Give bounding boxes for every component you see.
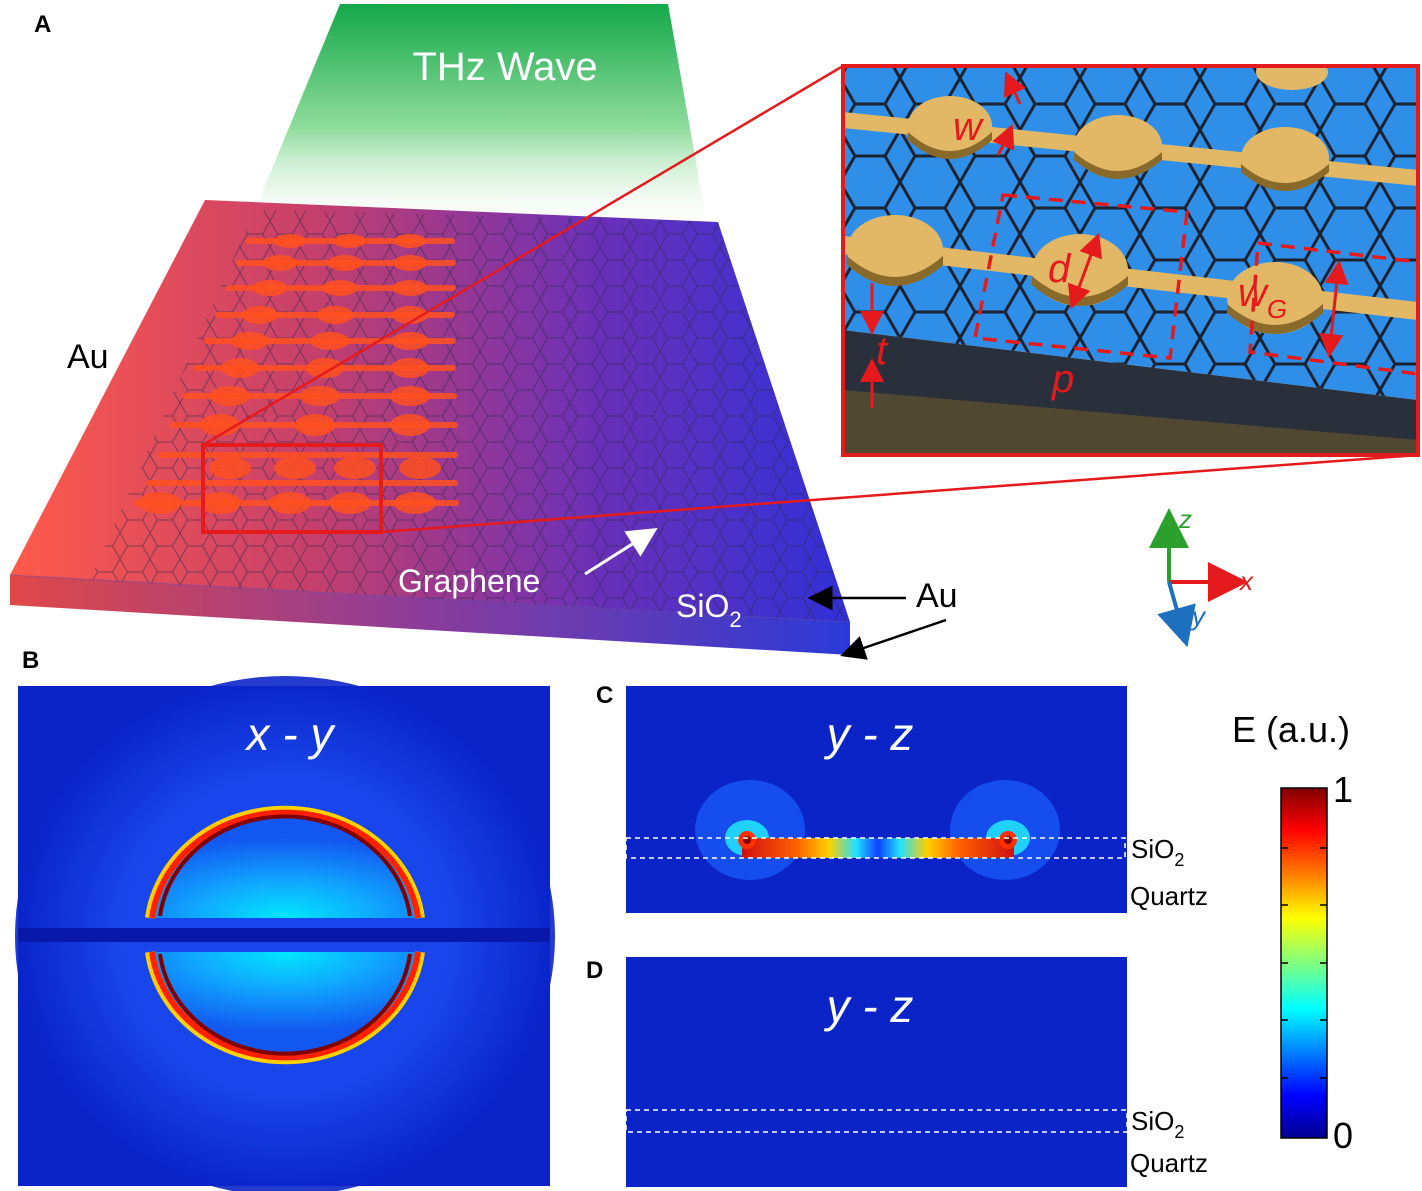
xy-lower-lobe: [150, 952, 420, 1060]
inset-gold-stripes: [843, 66, 1418, 334]
axes-triad: z x y: [1149, 504, 1254, 648]
yz-d-plane-label: y - z: [824, 980, 914, 1032]
au-right-label: Au: [916, 577, 958, 615]
d-label: d: [1048, 247, 1072, 291]
p-label: p: [1051, 357, 1074, 401]
field-map-yz-d: y - z: [625, 957, 1128, 1187]
au-bottom-arrow: [840, 618, 947, 660]
zoom-box: [201, 443, 383, 534]
d-quartz-label: Quartz: [1130, 1148, 1208, 1178]
unit-cell-inset: w d wG t p: [841, 64, 1420, 457]
x-axis-label: x: [1238, 566, 1254, 596]
c-quartz-label: Quartz: [1130, 881, 1208, 911]
electrode-array: [133, 234, 459, 514]
colorbar-title: E (a.u.): [1232, 709, 1350, 750]
w-label: w: [953, 105, 985, 149]
unit-cell-dashed-box: [972, 193, 1189, 360]
device-slab: [9, 200, 851, 655]
d-arrow: [1067, 232, 1103, 310]
panel-letter-c: C: [596, 682, 613, 709]
slab-front-edge: [10, 575, 850, 655]
yz-d-sio2-layer: [625, 1109, 1128, 1133]
sio2-substrate-label: SiO2: [676, 588, 742, 632]
colorbar-max-label: 1: [1333, 769, 1353, 810]
c-sio2-label: SiO2: [1131, 834, 1184, 870]
y-axis-arrow: [1157, 581, 1196, 648]
y-axis-label: y: [1190, 601, 1207, 631]
zoom-connector-bottom: [380, 453, 1419, 534]
d-sio2-label: SiO2: [1131, 1106, 1184, 1142]
colorbar: E (a.u.) 1 0: [1232, 709, 1353, 1156]
panel-letter-b: B: [22, 647, 39, 674]
yz-c-field-band: [742, 838, 1014, 858]
panel-letter-d: D: [586, 957, 603, 984]
xy-center-gap: [18, 928, 550, 942]
thz-beam: [255, 4, 708, 230]
graphene-label: Graphene: [398, 563, 540, 599]
wg-label: wG: [1238, 271, 1287, 324]
xy-upper-lobe: [150, 810, 420, 918]
w-arrow-top: [1004, 71, 1026, 105]
inset-frame: [841, 64, 1420, 457]
field-map-xy: x - y: [15, 676, 555, 1191]
graphene-arrow: [584, 527, 658, 576]
z-axis-label: z: [1178, 504, 1192, 534]
xy-plane-label: x - y: [245, 708, 337, 760]
zoom-connector-top: [202, 64, 844, 447]
wg-arrow: [1319, 260, 1349, 358]
thz-wave-label: THz Wave: [412, 45, 597, 89]
yz-c-plane-label: y - z: [824, 708, 914, 760]
t-label: t: [876, 329, 889, 373]
field-map-yz-c: y - z: [625, 686, 1127, 913]
panel-letter-a: A: [34, 11, 51, 38]
yz-c-sio2-layer: [625, 837, 1126, 859]
au-left-label: Au: [67, 338, 109, 376]
colorbar-ticks: [1281, 847, 1327, 1079]
colorbar-min-label: 0: [1333, 1115, 1353, 1156]
